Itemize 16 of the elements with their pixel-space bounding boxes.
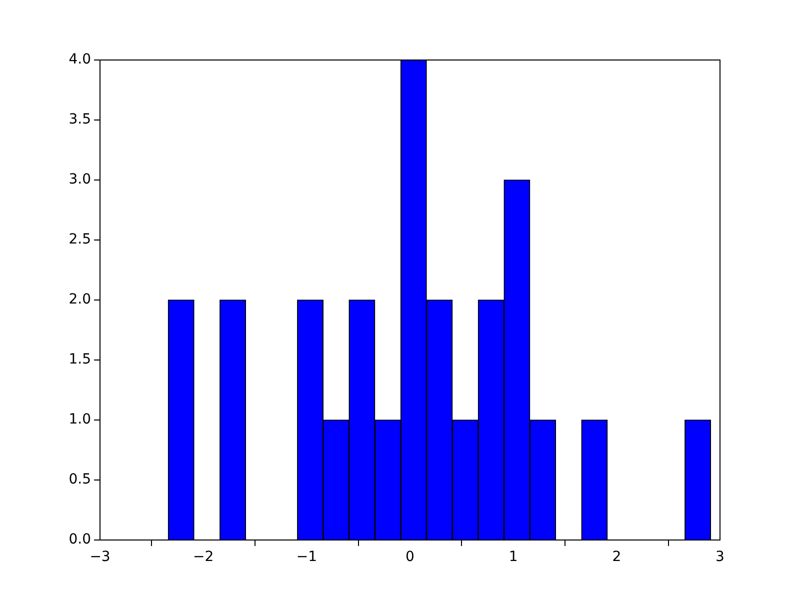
x-tick-label: 2 — [612, 549, 622, 566]
y-tick-label: 0.0 — [68, 532, 91, 548]
x-tick-label: −1 — [296, 549, 317, 566]
y-tick-label: 3.0 — [68, 172, 91, 188]
x-tick-label: 1 — [508, 549, 518, 566]
x-tick-label: −2 — [193, 549, 214, 566]
y-tick-label: 1.5 — [68, 352, 91, 368]
x-tick-label: 0 — [406, 549, 414, 566]
y-tick-label: 0.5 — [68, 472, 91, 488]
y-tick-label: 2.0 — [68, 292, 91, 308]
y-tick-label: 3.5 — [68, 112, 91, 128]
y-tick-label: 4.0 — [68, 52, 91, 68]
x-tick-label: 3 — [716, 549, 724, 566]
x-tick-label: −3 — [90, 549, 110, 566]
y-tick-label: 1.0 — [68, 412, 91, 428]
y-tick-label: 2.5 — [68, 232, 91, 248]
